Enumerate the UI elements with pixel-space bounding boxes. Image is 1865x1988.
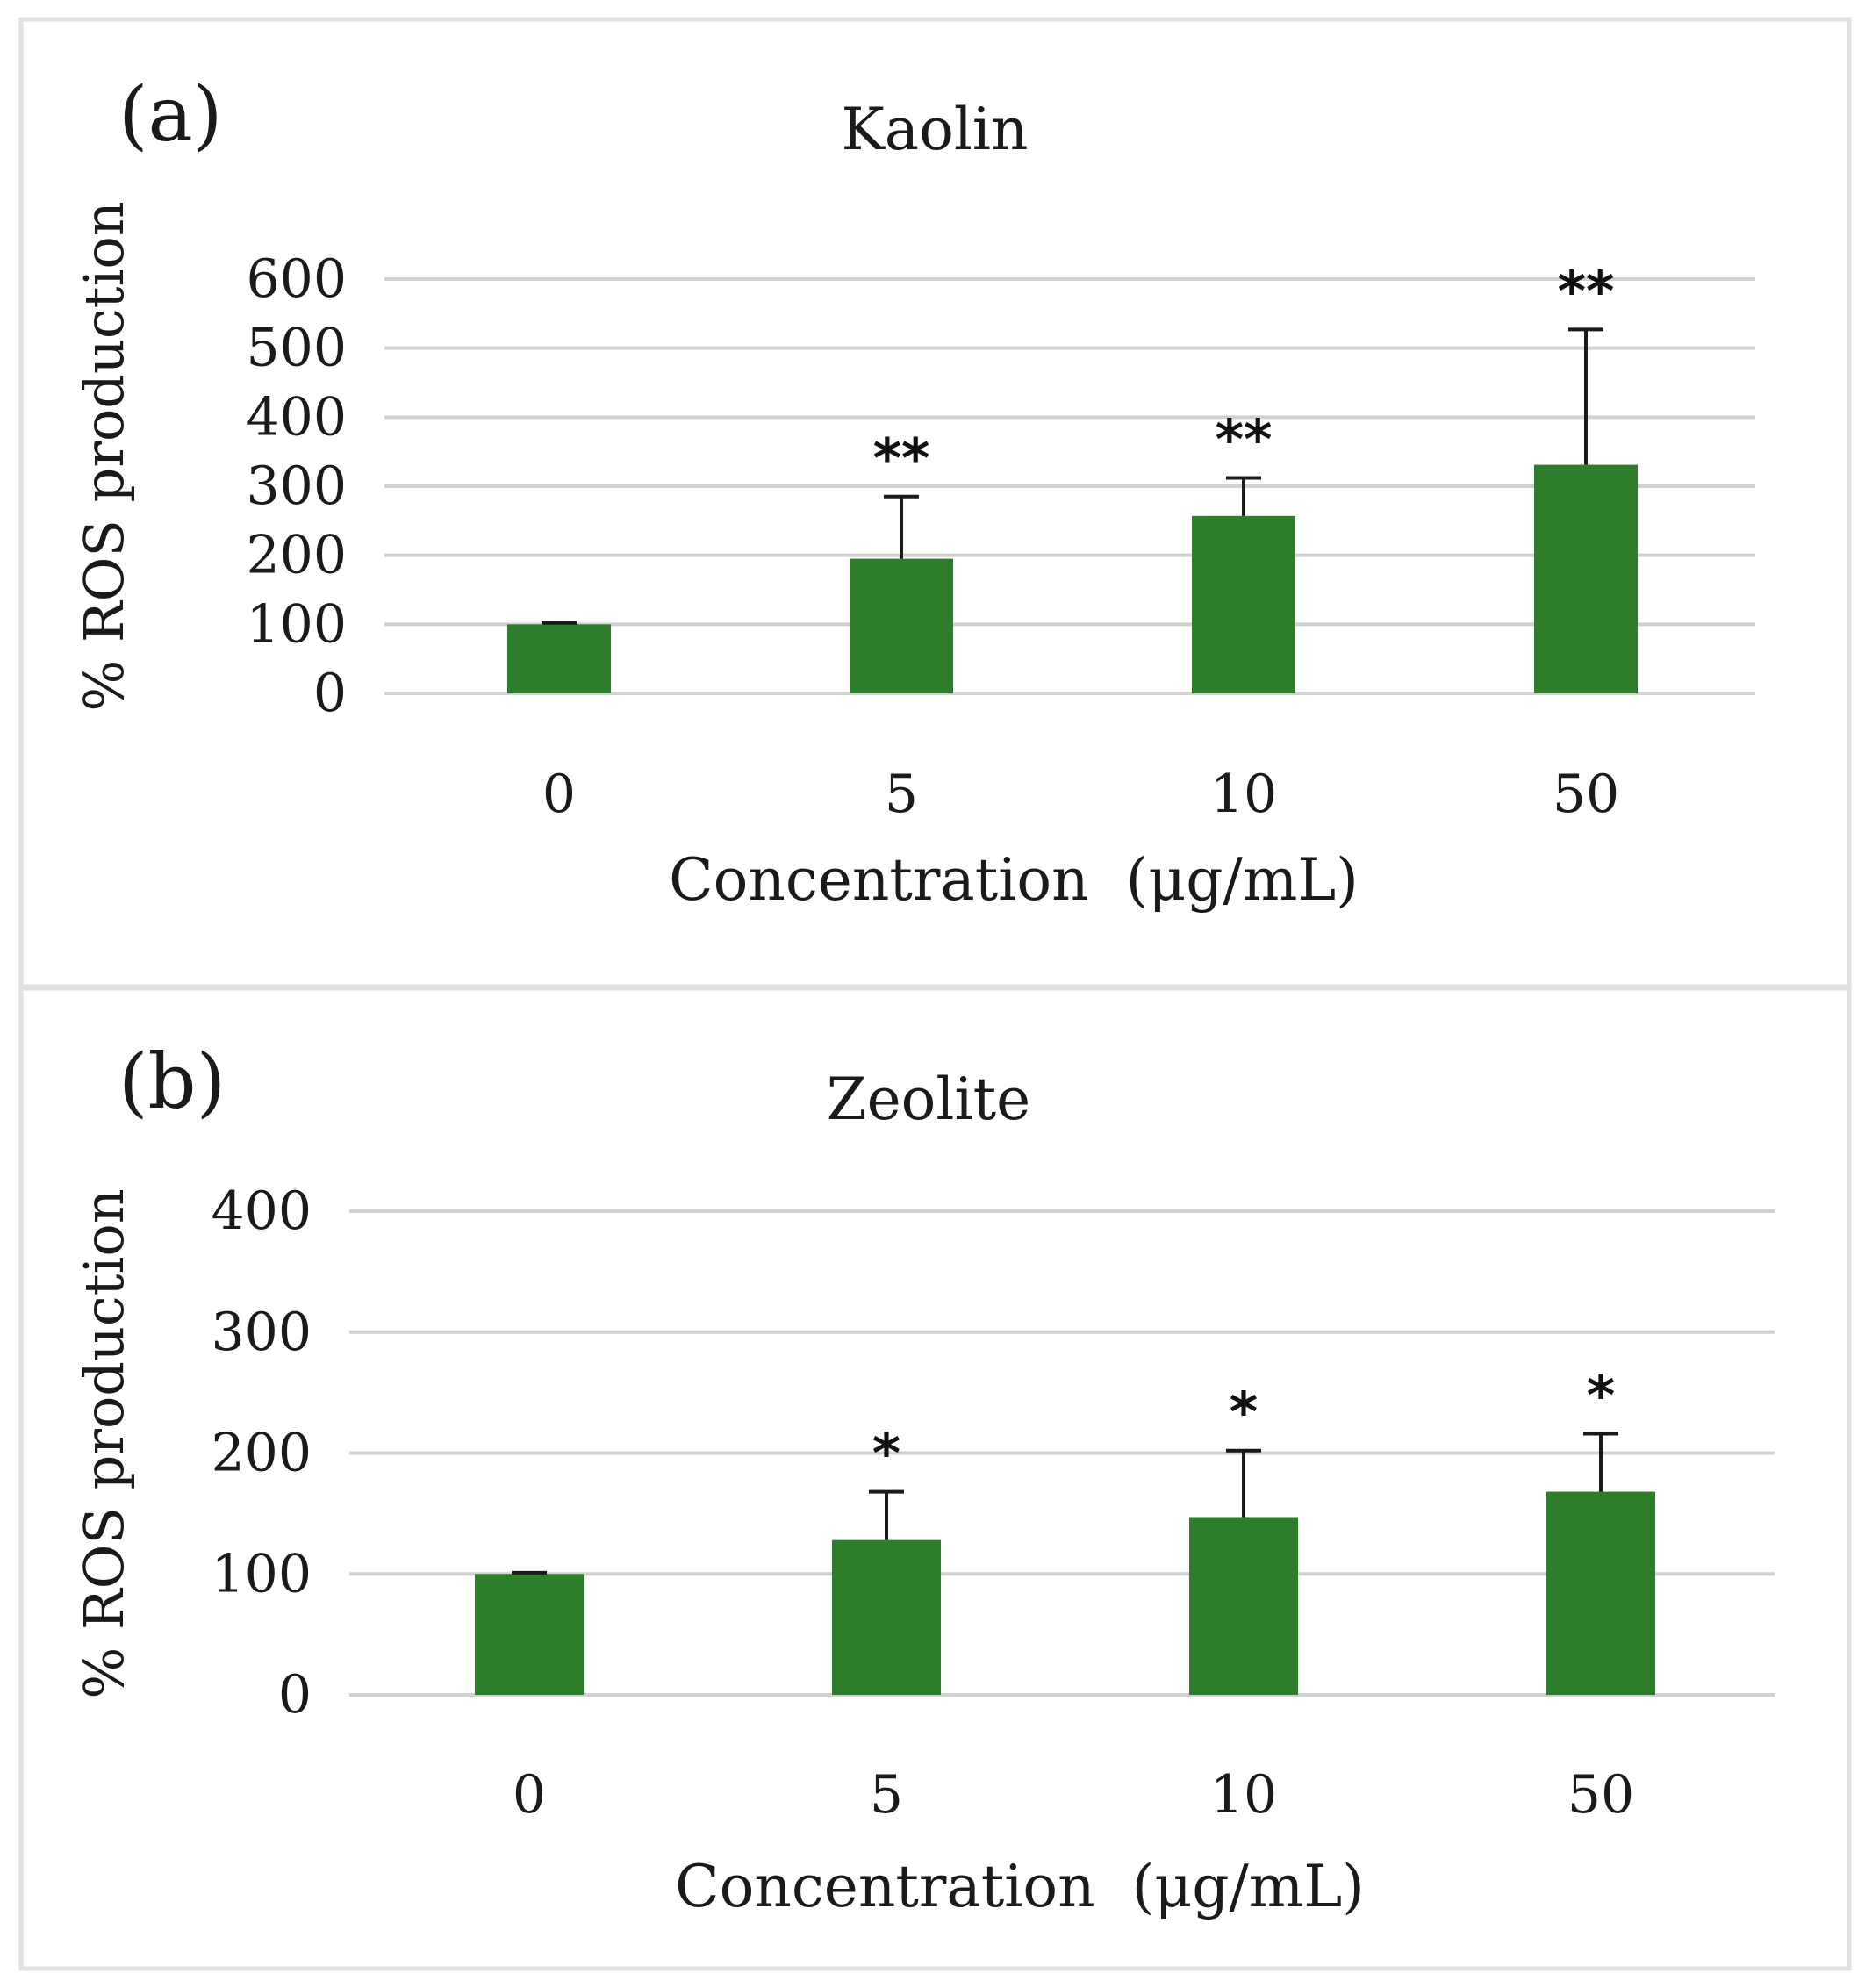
error-bar	[884, 494, 919, 559]
significance-marker: **	[873, 427, 930, 491]
significance-marker: *	[1587, 1363, 1615, 1427]
y-tick-label: 400	[211, 1181, 312, 1242]
x-tick-label: 10	[1210, 764, 1277, 825]
bar	[1192, 515, 1295, 693]
panel-b-grid	[349, 1209, 1775, 1697]
bar	[1546, 1491, 1655, 1695]
y-tick-label: 100	[211, 1543, 312, 1604]
y-tick-label: 500	[246, 318, 347, 379]
x-tick-label: 50	[1553, 764, 1619, 825]
panel-b-xlabel: Concentration (μg/mL)	[675, 1853, 1365, 1920]
bar	[850, 558, 953, 693]
x-tick-label: 50	[1567, 1764, 1634, 1826]
error-bar	[512, 1570, 547, 1575]
panel-b-title: Zeolite	[827, 1066, 1030, 1133]
panel-a-label: (a)	[118, 71, 222, 159]
bar	[475, 1574, 584, 1695]
x-tick-label: 0	[542, 764, 576, 825]
panel-a-xlabel: Concentration (μg/mL)	[669, 846, 1359, 914]
panel-a: (a) Kaolin % ROS production Concentratio…	[18, 17, 1852, 989]
y-tick-label: 400	[246, 386, 347, 448]
error-bar	[1226, 476, 1261, 516]
error-bar	[1226, 1448, 1261, 1518]
y-tick-label: 0	[278, 1664, 312, 1726]
panel-a-ylabel: % ROS production	[72, 201, 136, 711]
panel-a-xaxis: 0 5 10 50	[542, 764, 1619, 825]
x-tick-label: 5	[870, 1764, 903, 1826]
y-tick-label: 0	[313, 663, 347, 724]
panel-b-xaxis: 0 5 10 50	[513, 1764, 1634, 1826]
y-tick-label: 600	[246, 248, 347, 310]
x-tick-label: 10	[1210, 1764, 1277, 1826]
x-tick-label: 5	[885, 764, 918, 825]
x-tick-label: 0	[513, 1764, 546, 1826]
error-bar	[542, 621, 577, 625]
bar	[832, 1539, 941, 1695]
y-tick-label: 300	[211, 1302, 312, 1363]
significance-marker: **	[1558, 259, 1615, 323]
error-bar	[1568, 327, 1603, 465]
significance-marker: *	[1230, 1381, 1258, 1445]
significance-marker: *	[872, 1422, 900, 1486]
panel-a-bars: ** ** **	[507, 259, 1638, 693]
error-bar	[869, 1489, 904, 1540]
panel-b-frame	[18, 986, 1852, 1971]
bar	[507, 624, 611, 693]
y-tick-label: 300	[246, 456, 347, 517]
bar	[1534, 464, 1638, 693]
significance-marker: **	[1216, 408, 1273, 472]
panel-b-label: (b)	[118, 1038, 226, 1126]
panel-b-bars: * * *	[475, 1363, 1655, 1695]
y-tick-label: 100	[246, 593, 347, 655]
panel-b-yaxis: 0 100 200 300 400	[211, 1181, 312, 1726]
error-bar	[1583, 1432, 1618, 1492]
panel-a-yaxis: 0 100 200 300 400 500 600	[246, 248, 347, 724]
panel-b: (b) Zeolite % ROS production Concentrati…	[18, 986, 1852, 1971]
y-tick-label: 200	[246, 525, 347, 586]
y-tick-label: 200	[211, 1423, 312, 1484]
panel-a-grid	[384, 277, 1755, 695]
panel-a-title: Kaolin	[841, 96, 1028, 163]
panel-b-ylabel: % ROS production	[72, 1188, 136, 1698]
bar	[1189, 1517, 1298, 1695]
